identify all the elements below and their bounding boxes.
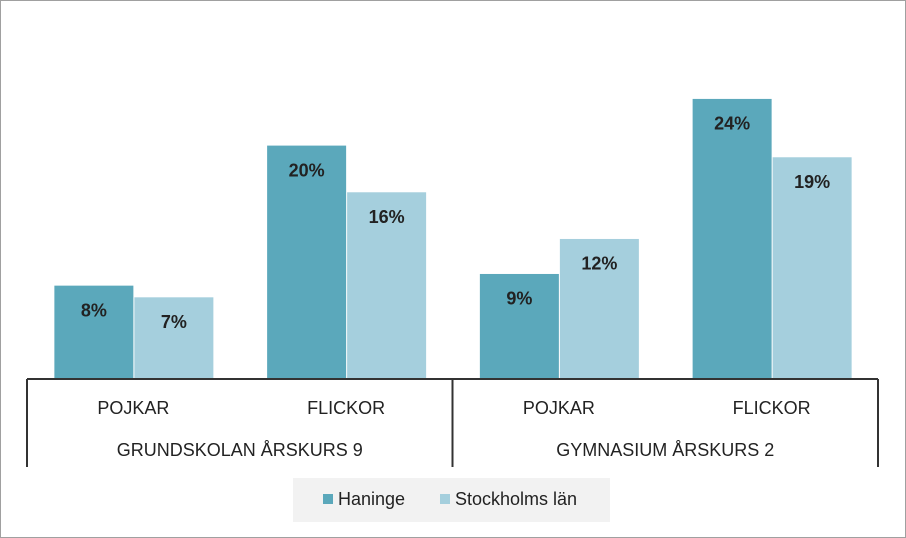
legend-swatch — [323, 494, 333, 504]
value-label: 9% — [506, 289, 532, 309]
legend-box — [293, 478, 610, 522]
x-tick-label: FLICKOR — [307, 398, 385, 418]
bar — [134, 297, 214, 379]
bar — [267, 145, 347, 379]
value-label: 16% — [369, 207, 405, 227]
x-tick-label: POJKAR — [97, 398, 169, 418]
x-tick-label: POJKAR — [523, 398, 595, 418]
group-label: GRUNDSKOLAN ÅRSKURS 9 — [117, 440, 363, 460]
group-label: GYMNASIUM ÅRSKURS 2 — [556, 440, 774, 460]
legend-swatch — [440, 494, 450, 504]
value-label: 12% — [581, 254, 617, 274]
bar — [559, 238, 639, 379]
legend-label: Stockholms län — [455, 489, 577, 509]
bar — [692, 98, 772, 380]
legend-label: Haninge — [338, 489, 405, 509]
value-label: 19% — [794, 172, 830, 192]
value-label: 8% — [81, 300, 107, 320]
value-label: 20% — [289, 160, 325, 180]
value-label: 24% — [714, 114, 750, 134]
bar — [772, 157, 852, 379]
bar — [347, 192, 427, 379]
x-tick-label: FLICKOR — [733, 398, 811, 418]
bar — [479, 273, 559, 379]
value-label: 7% — [161, 312, 187, 332]
bar — [54, 285, 134, 379]
